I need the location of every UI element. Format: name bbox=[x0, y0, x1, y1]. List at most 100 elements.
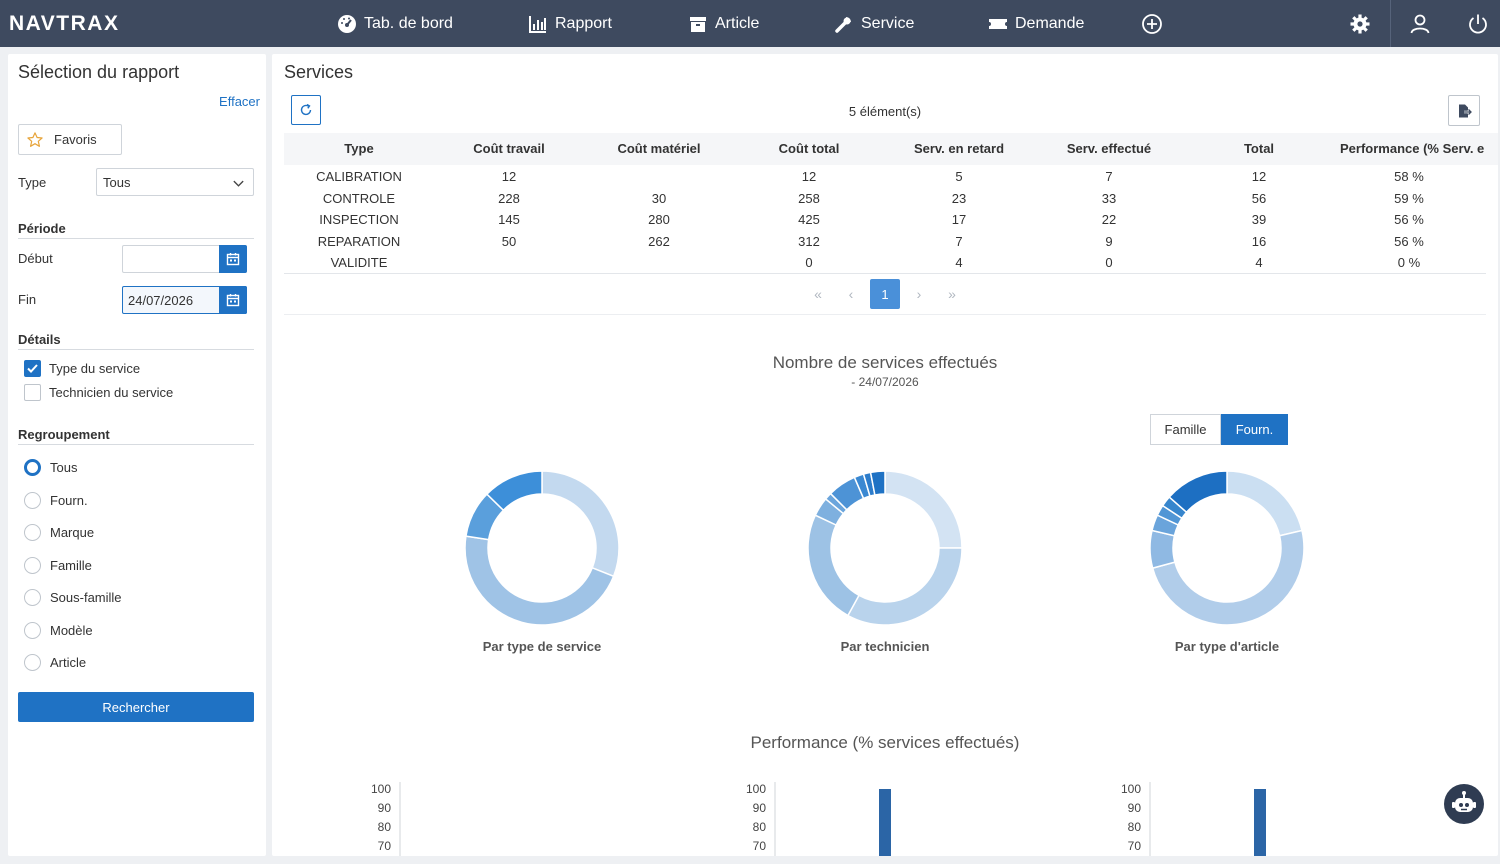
radio-subfamily[interactable] bbox=[24, 589, 41, 606]
table-cell: 262 bbox=[648, 234, 670, 249]
search-button[interactable]: Rechercher bbox=[18, 692, 254, 722]
logout-button[interactable] bbox=[1458, 0, 1498, 47]
app-logo[interactable]: NAVTRAX bbox=[9, 12, 120, 35]
export-button[interactable] bbox=[1448, 95, 1480, 126]
radio-all[interactable] bbox=[24, 459, 41, 476]
table-cell: 12 bbox=[1251, 169, 1267, 184]
nav-service[interactable]: Service bbox=[834, 0, 914, 47]
column-header-late[interactable]: Serv. en retard bbox=[913, 141, 1005, 156]
donut-slice[interactable] bbox=[485, 470, 543, 512]
donut-slice[interactable] bbox=[1151, 529, 1305, 626]
robot-icon bbox=[1452, 791, 1476, 812]
column-header-labor-cost[interactable]: Coût travail bbox=[473, 141, 545, 156]
user-button[interactable] bbox=[1400, 0, 1440, 47]
radio-label: Famille bbox=[50, 558, 92, 573]
prev-page-button[interactable]: ‹ bbox=[848, 286, 854, 302]
donut-slice[interactable] bbox=[464, 535, 615, 626]
nav-report[interactable]: Rapport bbox=[528, 0, 612, 47]
y-tick-label: 80 bbox=[1128, 820, 1142, 834]
radio-model[interactable] bbox=[24, 622, 41, 639]
table-row[interactable]: REPARATION 50 262 312 7 9 16 56 % bbox=[284, 231, 1498, 252]
type-select[interactable]: Tous bbox=[96, 168, 254, 196]
donut-slice[interactable] bbox=[1168, 470, 1228, 514]
radio-brand[interactable] bbox=[24, 524, 41, 541]
add-circle-icon bbox=[1142, 13, 1162, 34]
column-header-done[interactable]: Serv. effectué bbox=[1066, 141, 1152, 156]
donut-by-article-type bbox=[1149, 470, 1305, 626]
page-1-button[interactable]: 1 bbox=[870, 279, 900, 309]
table-cell: 39 bbox=[1251, 212, 1267, 227]
calendar-icon bbox=[226, 294, 240, 307]
donut-slice[interactable] bbox=[869, 470, 886, 496]
refresh-icon bbox=[300, 103, 312, 116]
table-cell: 58 % bbox=[1394, 169, 1424, 184]
column-header-type[interactable]: Type bbox=[344, 141, 374, 156]
column-header-total[interactable]: Total bbox=[1243, 141, 1275, 156]
donut-slice[interactable] bbox=[807, 514, 861, 617]
type-label: Type bbox=[18, 175, 47, 190]
checkbox-service-technician[interactable] bbox=[24, 384, 41, 401]
table-row[interactable]: VALIDITE 0 4 0 4 0 % bbox=[284, 252, 1498, 273]
performance-bar-chart-1: 100 90 80 70 bbox=[371, 782, 401, 856]
column-header-material-cost[interactable]: Coût matériel bbox=[617, 141, 701, 156]
table-cell bbox=[584, 166, 734, 187]
grouping-section-title: Regroupement bbox=[18, 427, 254, 445]
column-header-performance[interactable]: Performance (% Serv. e bbox=[1340, 141, 1485, 156]
donut-slice[interactable] bbox=[846, 547, 963, 626]
table-cell: CALIBRATION bbox=[316, 169, 402, 184]
gear-icon bbox=[1350, 14, 1370, 33]
table-cell: 228 bbox=[498, 191, 520, 206]
radio-label: Tous bbox=[50, 460, 78, 475]
first-page-button[interactable]: « bbox=[814, 286, 822, 302]
table-cell: 425 bbox=[798, 212, 820, 227]
favorites-label: Favoris bbox=[54, 132, 97, 147]
table-row[interactable]: INSPECTION 145 280 425 17 22 39 56 % bbox=[284, 209, 1498, 230]
performance-bar[interactable] bbox=[1254, 789, 1266, 856]
add-button[interactable] bbox=[1132, 0, 1172, 47]
table-cell: 59 % bbox=[1394, 191, 1424, 206]
refresh-button[interactable] bbox=[291, 95, 321, 125]
details-section-title: Détails bbox=[18, 332, 254, 350]
performance-bar[interactable] bbox=[879, 789, 891, 856]
performance-chart-title: Performance (% services effectués) bbox=[750, 733, 1020, 752]
period-section-title: Période bbox=[18, 221, 254, 239]
settings-button[interactable] bbox=[1340, 0, 1380, 47]
toggle-family[interactable]: Famille bbox=[1150, 414, 1221, 445]
services-panel: Services 5 élément(s) Type Coût travail … bbox=[272, 54, 1498, 856]
radio-label: Sous-famille bbox=[50, 590, 122, 605]
table-cell: 16 bbox=[1251, 234, 1267, 249]
table-row[interactable]: CALIBRATION 12 12 5 7 12 58 % bbox=[284, 166, 1498, 187]
power-icon bbox=[1469, 14, 1487, 34]
donut-slice[interactable] bbox=[1226, 470, 1303, 537]
toggle-supplier[interactable]: Fourn. bbox=[1221, 414, 1288, 445]
donut-slice[interactable] bbox=[884, 470, 963, 549]
column-header-total-cost[interactable]: Coût total bbox=[778, 141, 840, 156]
radio-article[interactable] bbox=[24, 654, 41, 671]
end-date-picker-button[interactable] bbox=[219, 286, 247, 314]
y-tick-label: 80 bbox=[753, 820, 767, 834]
nav-label: Article bbox=[715, 14, 760, 32]
next-page-button[interactable]: › bbox=[916, 286, 922, 302]
y-tick-label: 90 bbox=[378, 801, 392, 815]
donut-slice[interactable] bbox=[1149, 529, 1176, 570]
y-tick-label: 100 bbox=[371, 782, 391, 796]
type-select-value: Tous bbox=[103, 174, 131, 190]
export-icon bbox=[1459, 104, 1472, 117]
favorites-button[interactable]: Favoris bbox=[18, 124, 122, 155]
radio-family[interactable] bbox=[24, 557, 41, 574]
nav-article[interactable]: Article bbox=[688, 0, 759, 47]
services-chart-title: Nombre de services effectués bbox=[772, 353, 998, 372]
start-date-picker-button[interactable] bbox=[219, 245, 247, 273]
nav-dashboard[interactable]: Tab. de bord bbox=[337, 0, 453, 47]
start-label: Début bbox=[18, 251, 53, 266]
chatbot-button[interactable] bbox=[1444, 784, 1484, 824]
report-selection-panel: Sélection du rapport Effacer Favoris Typ… bbox=[8, 54, 266, 856]
clear-link[interactable]: Effacer bbox=[219, 94, 260, 109]
last-page-button[interactable]: » bbox=[948, 286, 956, 302]
nav-request[interactable]: Demande bbox=[988, 0, 1084, 47]
radio-supplier[interactable] bbox=[24, 492, 41, 509]
donut-slice[interactable] bbox=[541, 470, 620, 578]
checkbox-service-type[interactable] bbox=[24, 360, 41, 377]
table-cell: 12 bbox=[501, 169, 517, 184]
table-row[interactable]: CONTROLE 228 30 258 23 33 56 59 % bbox=[284, 188, 1498, 209]
